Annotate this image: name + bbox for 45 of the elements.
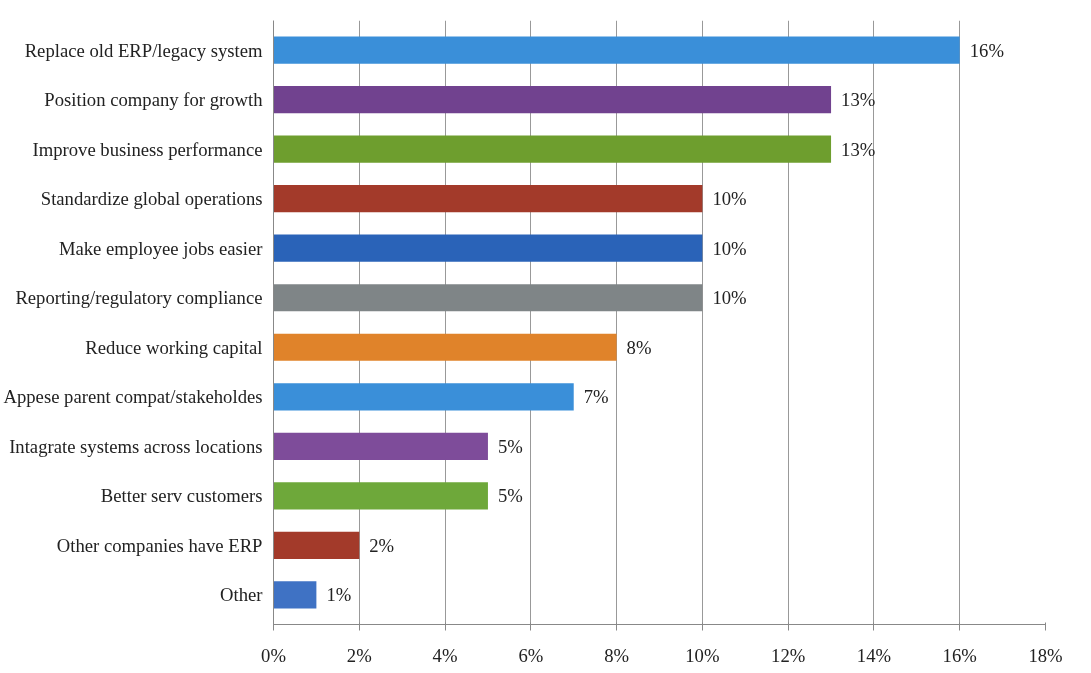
- data-label: 16%: [969, 39, 1004, 61]
- y-tick-label: Make employee jobs easier: [58, 237, 264, 259]
- bar: [273, 135, 832, 163]
- data-label: 8%: [626, 336, 652, 358]
- data-label: 13%: [841, 89, 876, 111]
- y-tick-label: Intagrate systems across locations: [9, 435, 263, 457]
- bar: [273, 482, 488, 510]
- data-label: 10%: [712, 188, 747, 210]
- data-label: 2%: [369, 534, 395, 556]
- data-label: 1%: [326, 584, 352, 606]
- data-label: 7%: [583, 386, 609, 408]
- y-tick-label: Appese parent compat/stakeholdes: [3, 386, 263, 408]
- bar: [273, 86, 832, 114]
- y-tick-label: Other companies have ERP: [56, 534, 263, 556]
- y-tick-label: Reporting/regulatory compliance: [15, 287, 263, 309]
- y-tick-label: Better serv customers: [100, 485, 263, 507]
- bar: [273, 531, 360, 559]
- x-tick-label: 16%: [942, 644, 977, 666]
- bar: [273, 432, 488, 460]
- x-tick-label: 8%: [604, 644, 630, 666]
- data-label: 10%: [712, 237, 747, 259]
- y-tick-label: Replace old ERP/legacy system: [24, 39, 263, 61]
- x-tick-label: 0%: [261, 644, 286, 666]
- x-tick-label: 4%: [432, 644, 458, 666]
- bar: [273, 581, 317, 609]
- x-tick-label: 6%: [518, 644, 544, 666]
- y-tick-label: Standardize global operations: [40, 188, 263, 210]
- y-tick-label: Other: [220, 584, 264, 606]
- bar: [273, 185, 703, 213]
- y-tick-label: Improve business performance: [32, 138, 263, 160]
- data-label: 13%: [841, 138, 876, 160]
- bar: [273, 333, 617, 361]
- x-tick-label: 12%: [771, 644, 806, 666]
- data-label: 10%: [712, 287, 747, 309]
- bar: [273, 234, 703, 262]
- bar: [273, 36, 960, 64]
- y-tick-label: Position company for growth: [44, 89, 264, 111]
- bar: [273, 383, 574, 411]
- x-tick-label: 18%: [1028, 644, 1063, 666]
- data-label: 5%: [497, 435, 523, 457]
- data-label: 5%: [497, 485, 523, 507]
- y-tick-label: Reduce working capital: [85, 336, 263, 358]
- x-tick-label: 10%: [685, 644, 720, 666]
- x-tick-label: 14%: [856, 644, 892, 666]
- x-tick-label: 2%: [346, 644, 372, 666]
